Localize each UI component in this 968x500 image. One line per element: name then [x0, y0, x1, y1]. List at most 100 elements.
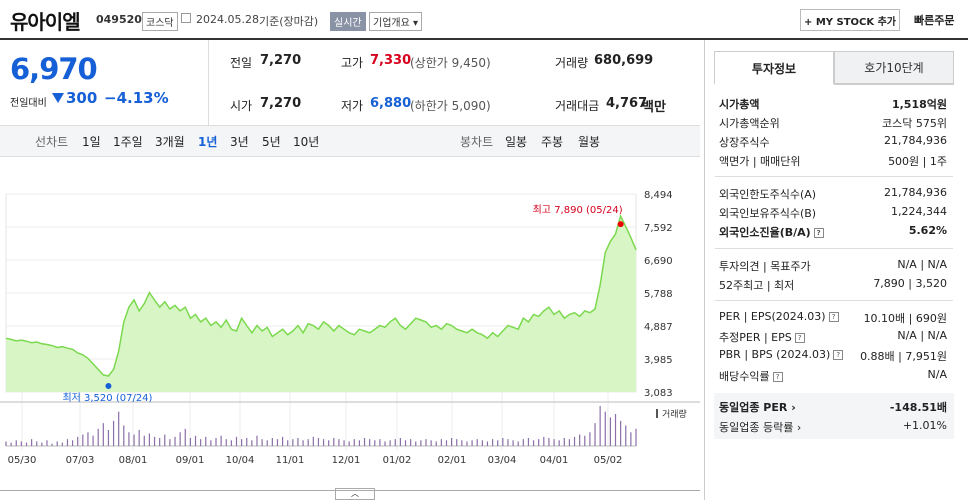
info-label: 배당수익률?: [719, 368, 783, 384]
volume-bar: [97, 428, 99, 446]
volume-bar: [133, 434, 135, 446]
tab-invest-info[interactable]: 투자정보: [714, 51, 834, 84]
volume-bar: [507, 439, 509, 446]
sector-per-value: -148.51배: [889, 401, 947, 414]
volume-bar: [66, 439, 69, 446]
x-tick-label: 10/04: [226, 455, 255, 466]
info-label: 상장주식수: [719, 136, 770, 149]
y-ticks: 8,494 7,592 6,690 5,788 4,887 3,985 3,083: [644, 190, 673, 399]
stock-code: 049520: [96, 13, 142, 26]
volume-bar: [302, 440, 304, 446]
volume-bar: [205, 436, 207, 446]
tab-orderbook[interactable]: 호가10단계: [834, 51, 954, 84]
volume-bar: [374, 440, 376, 446]
sector-per-label[interactable]: 동일업종 PER ›: [719, 401, 796, 414]
period-1y[interactable]: 1년: [198, 135, 218, 149]
live-button[interactable]: 실시간: [330, 12, 366, 31]
info-value: 1,224,344: [891, 205, 947, 218]
chevron-down-icon: ▾: [409, 18, 419, 29]
volume-value: 680,699: [594, 53, 654, 68]
volume-bar: [25, 442, 28, 446]
help-icon[interactable]: ?: [828, 312, 839, 322]
sector-rate-label[interactable]: 동일업종 등락률 ›: [719, 421, 802, 434]
volume-bar: [338, 439, 340, 446]
volume-bar: [491, 439, 494, 446]
info-label: PER | EPS(2024.03)?: [719, 310, 839, 323]
volume-bar: [399, 438, 401, 446]
info-value: 코스닥 575위: [882, 117, 947, 130]
change-value: 300: [66, 89, 98, 107]
max-marker: [617, 221, 624, 228]
volume-bar: [292, 439, 294, 446]
volume-bar: [517, 441, 519, 446]
volume-bar: [92, 435, 94, 446]
help-icon[interactable]: ?: [833, 350, 844, 360]
volume-bar: [599, 406, 601, 446]
change-label: 전일대비: [10, 98, 47, 109]
info-value: 5.62%: [908, 224, 947, 237]
volume-bar: [369, 439, 371, 446]
volume-bar: [200, 439, 202, 446]
volume-bar: [635, 428, 637, 446]
help-icon[interactable]: ?: [772, 372, 783, 382]
fast-order-link[interactable]: 빠른주문: [914, 14, 955, 27]
candle-week[interactable]: 주봉: [541, 135, 564, 149]
volume-bar: [584, 435, 586, 446]
period-1w[interactable]: 1주일: [113, 135, 143, 149]
separator: [715, 300, 953, 301]
volume-bar: [276, 439, 279, 446]
volume-bar: [614, 414, 617, 446]
volume-bar: [87, 432, 89, 446]
volume-bar: [51, 443, 53, 446]
volume-bar: [143, 435, 145, 446]
volume-bar: [246, 438, 248, 446]
volume-bar: [543, 436, 545, 446]
info-value: 1,518억원: [891, 98, 947, 111]
volume-bar: [31, 439, 33, 446]
period-3m[interactable]: 3개월: [155, 135, 185, 149]
volume-bar: [548, 438, 550, 446]
mystock-add-button[interactable]: + MY STOCK 추가: [800, 9, 900, 31]
volume-bar: [430, 440, 432, 446]
volume-bar: [486, 441, 489, 446]
volume-bar: [379, 439, 381, 446]
volume-bar: [20, 441, 22, 446]
company-info-label: 기업개요: [373, 18, 410, 29]
current-price: 6,970: [10, 52, 98, 86]
info-label: PBR | BPS (2024.03)?: [719, 348, 844, 361]
volume-bar: [630, 432, 632, 446]
candle-month[interactable]: 월봉: [578, 135, 601, 149]
period-5y[interactable]: 5년: [262, 135, 281, 149]
amount-label: 거래대금: [555, 99, 600, 113]
help-icon[interactable]: ?: [813, 228, 824, 238]
period-3y[interactable]: 3년: [230, 135, 249, 149]
x-tick-label: 08/01: [119, 455, 148, 466]
volume-bar: [194, 435, 197, 446]
company-info-button[interactable]: 기업개요 ▾: [369, 12, 423, 31]
info-label: 액면가 | 매매단위: [719, 155, 801, 168]
volume-bar: [297, 438, 299, 446]
period-1d[interactable]: 1일: [82, 135, 101, 149]
volume-bar: [502, 438, 504, 446]
volume-bar: [36, 441, 38, 446]
volume-bar: [128, 432, 130, 446]
upper-limit: (상한가 9,450): [410, 56, 491, 70]
x-tick-label: 11/01: [276, 455, 305, 466]
price-chart: 8,494 7,592 6,690 5,788 4,887 3,985 3,083 05/3…: [0, 190, 700, 466]
volume-bar: [568, 439, 571, 446]
volume-bar: [210, 440, 212, 446]
volume-bar: [363, 438, 366, 446]
info-value: 21,784,936: [884, 134, 947, 147]
period-10y[interactable]: 10년: [293, 135, 320, 149]
x-tick-label: 04/01: [540, 455, 569, 466]
info-label: 시가총액순위: [719, 117, 780, 130]
volume-bar: [230, 440, 232, 446]
volume-bar: [471, 440, 473, 446]
volume-bar: [61, 442, 63, 446]
x-ticks: 05/30 07/03 08/01 09/01 10/04 11/01 12/01 01/02…: [8, 455, 623, 466]
volume-bar: [466, 441, 468, 446]
help-icon[interactable]: ?: [794, 333, 805, 343]
base-date: 2024.05.28: [196, 13, 259, 26]
sector-per-text: 동일업종 PER: [719, 401, 788, 414]
candle-day[interactable]: 일봉: [505, 135, 528, 149]
